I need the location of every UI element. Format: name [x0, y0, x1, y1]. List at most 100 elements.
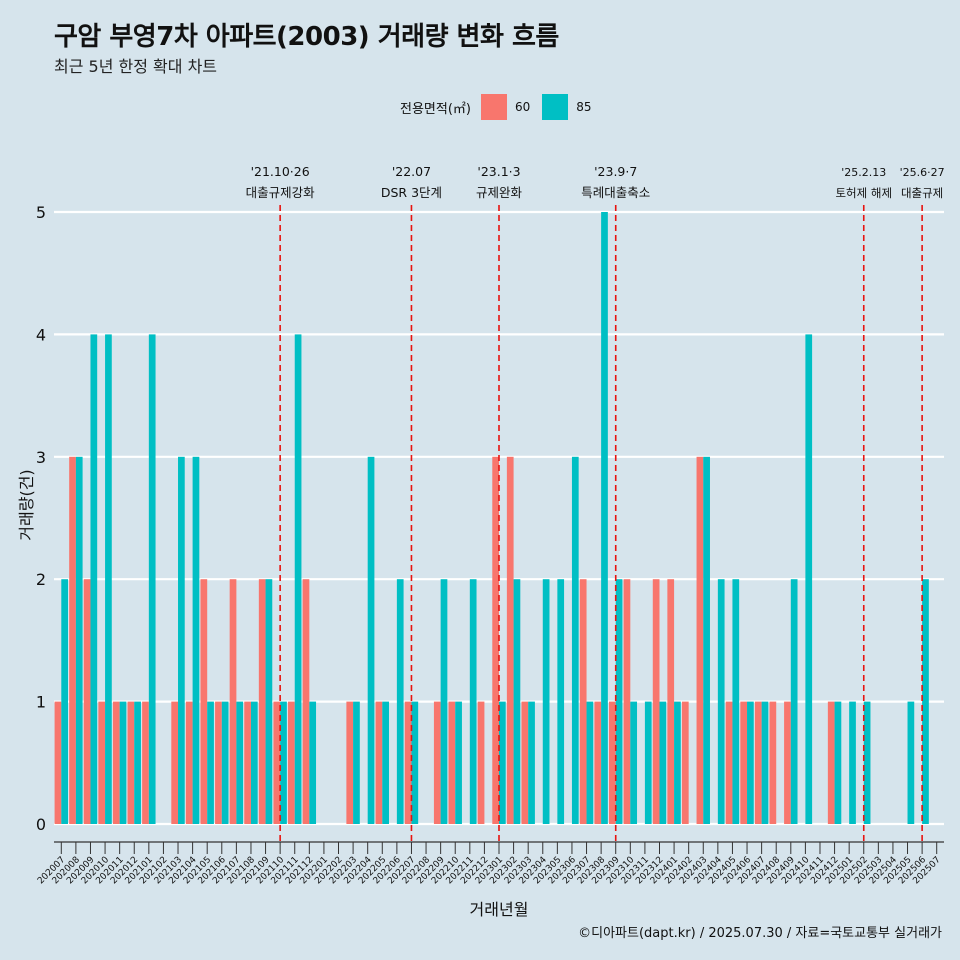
bar-60	[784, 701, 791, 824]
bar-60	[404, 701, 412, 824]
bar-60	[579, 579, 587, 824]
bar-85	[440, 579, 448, 824]
bar-85	[134, 701, 141, 824]
bar-60	[346, 701, 354, 824]
event-date: '22.07	[392, 164, 431, 179]
event-label: 규제완화	[476, 185, 523, 200]
bar-85	[178, 456, 185, 824]
bar-60	[594, 701, 602, 824]
bar-60	[273, 701, 281, 824]
bar-85	[674, 701, 681, 824]
bar-60	[521, 701, 529, 824]
event-date: '25.6·27	[900, 166, 945, 179]
bar-60	[477, 701, 485, 824]
bar-60	[433, 701, 441, 824]
y-tick-label: 1	[36, 693, 46, 712]
bar-85	[907, 701, 915, 824]
bar-85	[61, 579, 69, 824]
source-caption: ©디아파트(dapt.kr) / 2025.07.30 / 자료=국토교통부 실…	[578, 926, 942, 941]
bar-85	[732, 579, 740, 824]
bar-60	[229, 579, 237, 824]
y-tick-label: 2	[36, 570, 46, 589]
bar-60	[69, 456, 76, 824]
bar-85	[644, 701, 652, 824]
bar-85	[849, 701, 856, 824]
bar-85	[455, 701, 462, 824]
bar-85	[703, 456, 710, 824]
y-tick-label: 5	[36, 203, 46, 222]
bar-60	[769, 701, 777, 824]
bar-85	[557, 579, 565, 824]
bar-60	[244, 701, 251, 824]
bar-85	[396, 579, 404, 824]
bar-85	[499, 701, 506, 824]
bar-85	[717, 579, 725, 824]
bar-60	[725, 701, 733, 824]
bar-60	[652, 579, 660, 824]
bar-85	[105, 334, 112, 824]
bar-85	[192, 456, 200, 824]
event-label: 대출규제	[901, 186, 943, 200]
bar-85	[513, 579, 521, 824]
bar-60	[623, 579, 631, 824]
bar-60	[667, 579, 675, 824]
bar-60	[215, 701, 222, 824]
event-label: 대출규제강화	[246, 185, 316, 200]
bar-60	[492, 456, 499, 824]
bar-85	[119, 701, 127, 824]
bar-85	[280, 701, 287, 824]
bar-60	[448, 701, 456, 824]
bar-60	[142, 701, 149, 824]
legend: 전용면적(㎡) 60 85	[400, 93, 604, 121]
event-date: '23.1·3	[477, 164, 520, 179]
event-date: '25.2.13	[841, 166, 886, 179]
bar-60	[754, 701, 762, 824]
bar-85	[90, 334, 98, 824]
bar-60	[98, 701, 106, 824]
bar-60	[200, 579, 208, 824]
legend-title: 전용면적(㎡)	[400, 101, 471, 117]
chart-title: 구암 부영7차 아파트(2003) 거래량 변화 흐름	[54, 22, 559, 52]
bar-85	[615, 579, 623, 824]
bar-85	[469, 579, 477, 824]
y-tick-label: 3	[36, 448, 46, 467]
bar-85	[747, 701, 754, 824]
legend-label-85: 85	[576, 100, 592, 114]
event-date: '23.9·7	[594, 164, 637, 179]
bar-60	[171, 701, 179, 824]
bar-60	[54, 701, 62, 824]
bar-85	[75, 456, 83, 824]
bar-60	[375, 701, 383, 824]
bar-60	[112, 701, 120, 824]
bar-85	[805, 334, 813, 824]
bar-60	[127, 701, 135, 824]
bar-60	[506, 456, 514, 824]
bar-85	[294, 334, 302, 824]
bar-85	[148, 334, 156, 824]
y-axis-title: 거래량(건)	[17, 469, 36, 540]
bar-85	[863, 701, 871, 824]
bar-85	[236, 701, 244, 824]
bar-85	[411, 701, 419, 824]
event-label: 특례대출축소	[581, 185, 650, 200]
bar-60	[288, 701, 295, 824]
bar-60	[827, 701, 835, 824]
bar-85	[659, 701, 667, 824]
bar-85	[207, 701, 214, 824]
chart-subtitle: 최근 5년 한정 확대 차트	[54, 57, 218, 76]
bar-85	[250, 701, 258, 824]
bar-85	[353, 701, 360, 824]
bar-60	[609, 701, 616, 824]
bar-85	[601, 212, 608, 824]
bar-85	[790, 579, 798, 824]
bar-85	[265, 579, 273, 824]
bar-85	[221, 701, 229, 824]
bar-85	[528, 701, 535, 824]
bar-85	[542, 579, 550, 824]
event-label: DSR 3단계	[381, 185, 442, 200]
bar-60	[302, 579, 310, 824]
bar-85	[761, 701, 769, 824]
bar-60	[696, 456, 704, 824]
bar-85	[834, 701, 842, 824]
